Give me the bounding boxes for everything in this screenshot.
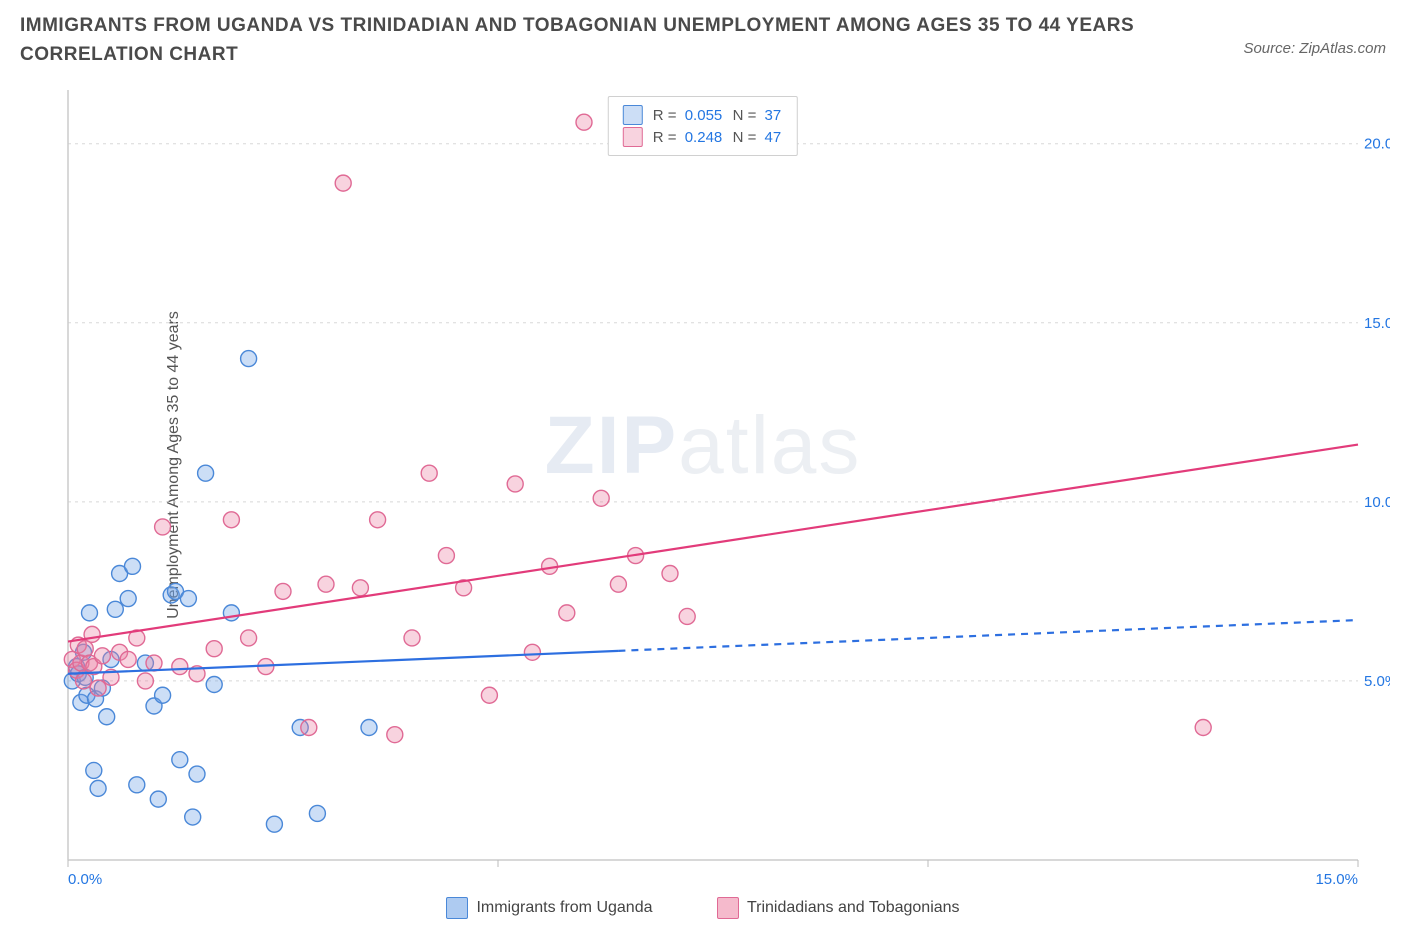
plot-area: 5.0% 10.0% 15.0% 20.0% 0.0% 15.0% (60, 90, 1390, 890)
source-label: Source: ZipAtlas.com (1243, 40, 1386, 57)
legend-bottom-swatch-2 (717, 897, 739, 919)
svg-text:5.0%: 5.0% (1364, 673, 1390, 690)
legend-swatch-1 (623, 105, 643, 125)
legend-bottom: Immigrants from Uganda Trinidadians and … (0, 897, 1406, 924)
legend-stats-row-1: R = 0.055 N = 37 (623, 105, 783, 125)
svg-text:20.0%: 20.0% (1364, 136, 1390, 153)
svg-text:15.0%: 15.0% (1315, 871, 1358, 888)
svg-text:0.0%: 0.0% (68, 871, 102, 888)
legend-bottom-swatch-1 (446, 897, 468, 919)
legend-bottom-item-1: Immigrants from Uganda (446, 897, 652, 919)
chart-title: IMMIGRANTS FROM UGANDA VS TRINIDADIAN AN… (20, 12, 1140, 69)
legend-swatch-2 (623, 127, 643, 147)
legend-bottom-item-2: Trinidadians and Tobagonians (717, 897, 960, 919)
svg-text:15.0%: 15.0% (1364, 315, 1390, 332)
svg-text:10.0%: 10.0% (1364, 494, 1390, 511)
scatter-chart-svg: 5.0% 10.0% 15.0% 20.0% 0.0% 15.0% (60, 90, 1390, 890)
legend-stats: R = 0.055 N = 37 R = 0.248 N = 47 (608, 96, 798, 156)
legend-stats-row-2: R = 0.248 N = 47 (623, 127, 783, 147)
